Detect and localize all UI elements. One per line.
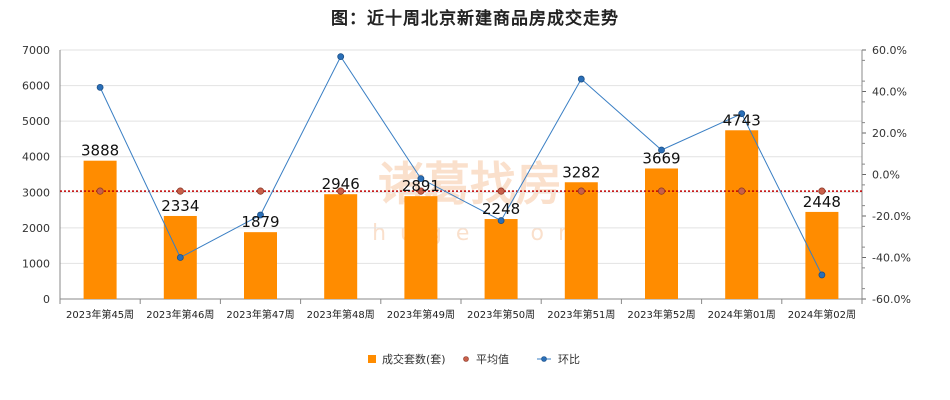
bar <box>244 232 277 299</box>
bar-data-label: 3669 <box>642 149 680 167</box>
average-point <box>818 187 826 195</box>
y-left-tick-label: 3000 <box>22 186 50 199</box>
bar <box>324 194 358 299</box>
mom-point <box>738 110 746 118</box>
legend-label-average: 平均值 <box>476 353 509 366</box>
mom-point <box>497 217 505 224</box>
y-right-tick-label: 40.0% <box>872 86 907 99</box>
bar-data-label: 2448 <box>803 193 841 211</box>
average-point <box>577 187 585 195</box>
bar-data-label: 3888 <box>81 142 119 160</box>
mom-point <box>337 53 345 61</box>
bar <box>83 160 117 299</box>
x-tick-label: 2023年第49周 <box>387 308 455 321</box>
mom-point <box>577 75 585 83</box>
x-tick-label: 2024年第01周 <box>708 308 776 321</box>
average-point <box>497 187 505 195</box>
x-tick-label: 2024年第02周 <box>788 308 856 321</box>
x-tick-label: 2023年第47周 <box>226 308 294 321</box>
bar <box>484 219 518 299</box>
bar <box>805 211 839 299</box>
average-point <box>96 187 104 195</box>
y-right-tick-label: 60.0% <box>872 44 907 57</box>
mom-line <box>99 55 823 276</box>
y-left-tick-label: 4000 <box>22 151 50 164</box>
y-left-tick-label: 7000 <box>22 44 50 57</box>
average-point <box>337 187 345 195</box>
y-right-tick-label: -40.0% <box>872 252 911 265</box>
mom-point <box>96 83 104 91</box>
y-left-tick-label: 2000 <box>22 222 50 235</box>
y-right-tick-label: -60.0% <box>872 293 911 306</box>
x-tick-label: 2023年第45周 <box>66 308 134 321</box>
bar-data-label: 2334 <box>161 197 199 215</box>
x-tick-label: 2023年第52周 <box>627 308 695 321</box>
legend-marker-mom <box>541 356 547 362</box>
x-tick-label: 2023年第50周 <box>467 308 535 321</box>
bar <box>404 196 438 299</box>
x-tick-label: 2023年第46周 <box>146 308 214 321</box>
legend-marker-average <box>463 356 469 362</box>
average-point <box>256 187 265 195</box>
bar <box>725 130 759 299</box>
average-point <box>657 187 666 195</box>
y-right-tick-label: -20.0% <box>872 210 911 223</box>
chart-title: 图：近十周北京新建商品房成交走势 <box>331 9 619 29</box>
y-left-tick-label: 1000 <box>22 257 50 270</box>
bar-data-label: 2946 <box>322 175 360 193</box>
mom-point <box>818 271 826 279</box>
average-point <box>176 187 184 195</box>
y-left-tick-label: 6000 <box>22 80 50 93</box>
mom-point <box>176 254 184 261</box>
bar-data-label: 3282 <box>562 163 600 181</box>
bar-data-label: 2891 <box>402 177 440 195</box>
bar-data-label: 2248 <box>482 200 520 218</box>
y-left-tick-label: 0 <box>43 293 50 306</box>
average-point <box>417 187 425 195</box>
bar <box>564 182 598 299</box>
legend-label-bar: 成交套数(套) <box>382 352 446 366</box>
y-left-tick-label: 5000 <box>22 115 50 128</box>
average-point <box>738 187 746 195</box>
mom-point <box>658 146 665 154</box>
y-right-tick-label: 0.0% <box>872 169 900 182</box>
legend-swatch-bar <box>368 355 376 363</box>
y-right-tick-label: 20.0% <box>872 127 907 140</box>
bar-data-label: 1879 <box>241 213 279 231</box>
mom-point <box>257 211 264 219</box>
bar-data-label: 4743 <box>723 111 761 129</box>
x-tick-label: 2023年第51周 <box>547 308 615 321</box>
mom-point <box>417 175 425 183</box>
x-tick-label: 2023年第48周 <box>307 308 375 321</box>
legend-label-mom: 环比 <box>558 353 580 366</box>
watermark-subtext: zhuge.com <box>347 221 594 246</box>
